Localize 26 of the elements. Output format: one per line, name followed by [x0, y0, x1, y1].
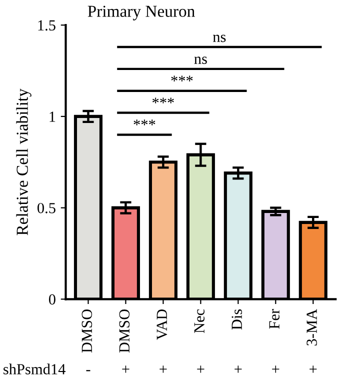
text: shPsmd14 [4, 364, 66, 374]
x-tick-label: VAD [156, 309, 168, 340]
y-tick-label: 1 [50, 112, 56, 122]
chart-title: Primary Neuron [88, 6, 195, 20]
text: + [272, 366, 280, 373]
x-tick-label: Dis [232, 309, 242, 330]
x-tick-label: Nec [194, 309, 205, 334]
annotation: ns [212, 34, 226, 42]
y-tick-label: 0 [48, 294, 56, 305]
text: - [86, 370, 90, 372]
annotation: *** [171, 76, 193, 82]
x-tick-label: DMSO [82, 310, 92, 353]
annotation: *** [152, 98, 174, 104]
annotation: *** [134, 120, 156, 126]
text: + [310, 366, 317, 373]
annotation: ns [194, 56, 207, 64]
x-tick-label: DMSO [119, 310, 130, 353]
x-tick-label: 3-MA [306, 308, 317, 346]
y-axis-title: Relative Cell viability [16, 88, 32, 236]
text: + [197, 366, 204, 373]
y-tick-label: 0.5 [38, 202, 56, 214]
text: + [122, 366, 130, 373]
text: + [160, 366, 167, 373]
y-tick-label: 1.5 [38, 20, 56, 31]
x-tick-label: Fer [269, 309, 280, 329]
text: + [234, 366, 242, 373]
